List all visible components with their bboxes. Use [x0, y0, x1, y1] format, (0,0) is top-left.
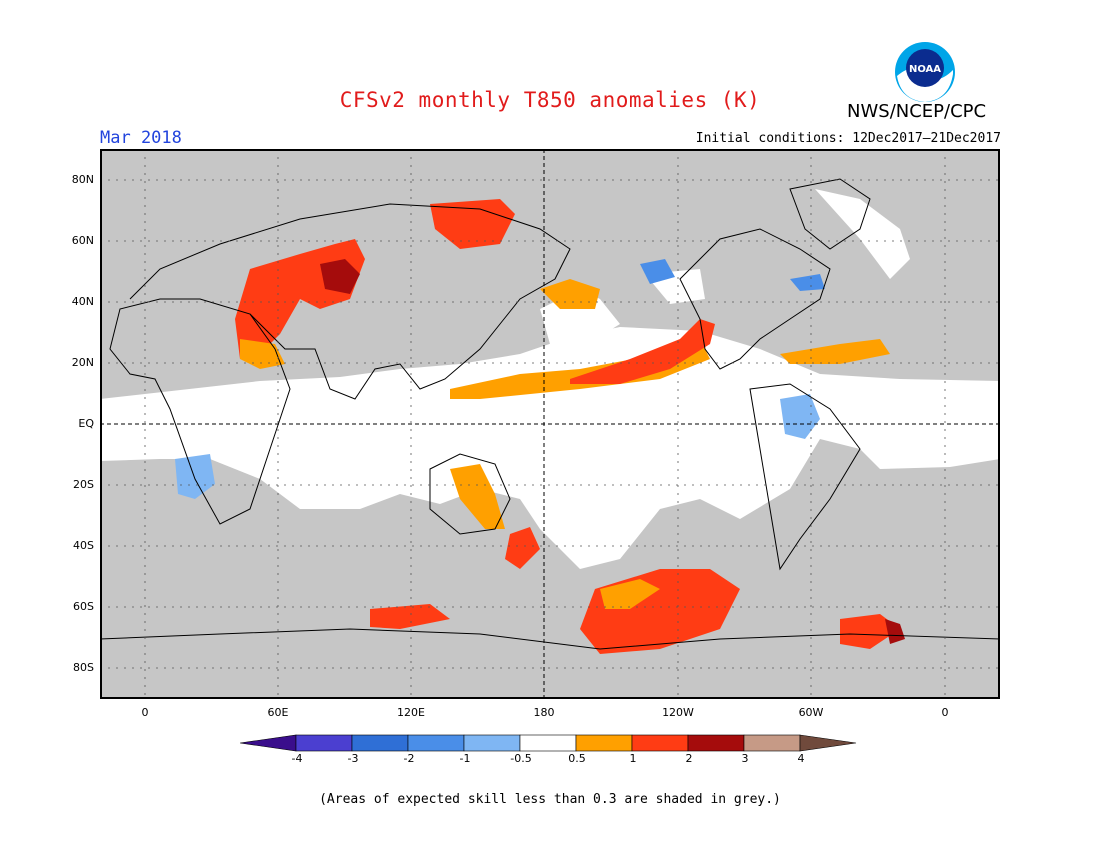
lon-label: 0 — [941, 706, 949, 719]
lon-label: 180 — [533, 706, 555, 719]
colorbar-cell — [631, 734, 689, 752]
map-frame — [100, 149, 1000, 699]
lon-label: 120E — [397, 706, 425, 719]
lon-label: 60E — [267, 706, 289, 719]
anomaly-equatorial-pacific-warm — [450, 339, 710, 399]
noaa-logo: NOAA — [895, 42, 955, 102]
lat-label: 60N — [71, 234, 94, 247]
colorbar-cell — [240, 734, 297, 752]
colorbar-label: 0.5 — [568, 752, 586, 765]
colorbar-label: -0.5 — [510, 752, 532, 765]
lat-label: 80S — [73, 661, 94, 674]
colorbar-label: -1 — [459, 752, 471, 765]
lat-label: 20S — [73, 478, 94, 491]
colorbar-label: -3 — [347, 752, 359, 765]
skill-region-greenland — [815, 189, 910, 279]
colorbar-cell — [519, 734, 577, 752]
coastlines — [100, 178, 1000, 650]
lat-label: EQ — [78, 417, 94, 430]
lat-label: 60S — [73, 600, 94, 613]
reference-lines — [100, 149, 1000, 699]
colorbar-cell — [407, 734, 465, 752]
anomaly-east-us-cool — [790, 274, 825, 291]
colorbar-label: -2 — [403, 752, 415, 765]
anomaly-indian-southern-warm — [370, 604, 450, 629]
lat-label: 80N — [71, 173, 94, 186]
logo-text: NOAA — [909, 64, 941, 75]
anomaly-north-pacific-warm — [540, 279, 600, 309]
valid-month: Mar 2018 — [100, 128, 182, 148]
colorbar-cell — [575, 734, 633, 752]
anomaly-antarctic-dark-warm — [885, 619, 905, 644]
colorbar — [240, 734, 857, 752]
lat-label: 40S — [73, 539, 94, 552]
colorbar-label: 4 — [797, 752, 805, 765]
lon-label: 60W — [798, 706, 824, 719]
colorbar-cell — [351, 734, 409, 752]
colorbar-cell — [295, 734, 353, 752]
colorbar-label: 3 — [741, 752, 749, 765]
anomaly-australia-warm — [450, 464, 505, 529]
skill-region-tropics — [100, 327, 1000, 569]
anomaly-north-america-cool — [640, 259, 675, 284]
colorbar-cell — [799, 734, 857, 752]
graticule — [100, 149, 1000, 699]
anomaly-east-siberia-warm — [430, 199, 515, 249]
anomaly-south-america-cool — [780, 394, 820, 439]
colorbar-label: 2 — [685, 752, 693, 765]
anomaly-west-north-america-warm — [570, 319, 715, 384]
colorbar-labels: -4 -3 -2 -1 -0.5 0.5 1 2 3 4 — [0, 752, 1100, 766]
colorbar-label: -4 — [291, 752, 303, 765]
anomaly-siberia-warm-2 — [320, 259, 360, 294]
colorbar-label: 1 — [629, 752, 637, 765]
colorbar-cell — [743, 734, 801, 752]
lat-label: 40N — [71, 295, 94, 308]
anomaly-southern-africa-cool — [175, 454, 215, 499]
colorbar-cell — [463, 734, 521, 752]
lat-label: 20N — [71, 356, 94, 369]
agency-label: NWS/NCEP/CPC — [847, 101, 987, 122]
anomaly-map — [100, 149, 1000, 699]
chart-title: CFSv2 monthly T850 anomalies (K) — [339, 88, 761, 112]
lon-label: 120W — [662, 706, 694, 719]
colorbar-cell — [687, 734, 745, 752]
anomaly-caribbean-warm — [780, 339, 890, 364]
initial-conditions: Initial conditions: 12Dec2017–21Dec2017 — [695, 131, 1001, 146]
anomaly-new-zealand-warm — [505, 527, 540, 569]
lon-label: 0 — [141, 706, 149, 719]
anomaly-southern-ocean-orange — [600, 579, 660, 609]
footnote: (Areas of expected skill less than 0.3 a… — [319, 792, 781, 807]
anomaly-antarctic-warm — [840, 614, 900, 649]
